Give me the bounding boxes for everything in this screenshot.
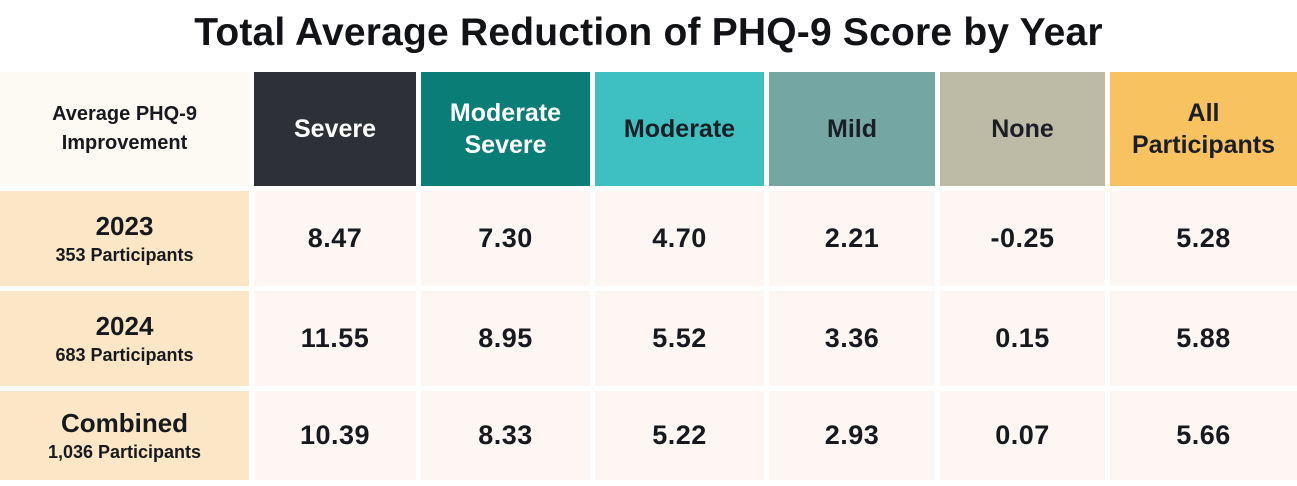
page-title: Total Average Reduction of PHQ-9 Score b… xyxy=(194,11,1103,54)
row-participants: 1,036 Participants xyxy=(47,441,202,462)
phq9-table: Average PHQ-9 Improvement Severe Moderat… xyxy=(0,72,1297,480)
corner-header: Average PHQ-9 Improvement xyxy=(0,72,249,186)
value-2023-mild: 2.21 xyxy=(769,191,935,286)
value-2024-severe: 11.55 xyxy=(254,291,416,386)
column-header-none: None xyxy=(940,72,1105,186)
row-header-2023: 2023 353 Participants xyxy=(0,191,249,286)
corner-header-line1: Average PHQ-9 xyxy=(52,103,197,125)
value-combined-mild: 2.93 xyxy=(769,391,935,480)
value-2023-moderate-severe: 7.30 xyxy=(421,191,590,286)
column-header-all-participants: All Participants xyxy=(1110,72,1297,186)
value-combined-all: 5.66 xyxy=(1110,391,1297,480)
value-2024-moderate: 5.52 xyxy=(595,291,764,386)
value-2024-moderate-severe: 8.95 xyxy=(421,291,590,386)
value-2023-moderate: 4.70 xyxy=(595,191,764,286)
value-combined-moderate-severe: 8.33 xyxy=(421,391,590,480)
row-year: 2023 xyxy=(95,210,154,241)
value-2023-none: -0.25 xyxy=(940,191,1105,286)
row-header-combined: Combined 1,036 Participants xyxy=(0,391,249,480)
row-year: 2024 xyxy=(95,310,154,341)
column-header-severe: Severe xyxy=(254,72,416,186)
value-2024-mild: 3.36 xyxy=(769,291,935,386)
row-year: Combined xyxy=(60,407,189,438)
row-participants: 683 Participants xyxy=(55,344,194,365)
value-2023-severe: 8.47 xyxy=(254,191,416,286)
value-combined-severe: 10.39 xyxy=(254,391,416,480)
corner-header-line2: Improvement xyxy=(61,132,188,154)
row-header-2024: 2024 683 Participants xyxy=(0,291,249,386)
value-combined-moderate: 5.22 xyxy=(595,391,764,480)
value-combined-none: 0.07 xyxy=(940,391,1105,480)
value-2023-all: 5.28 xyxy=(1110,191,1297,286)
column-header-moderate: Moderate xyxy=(595,72,764,186)
value-2024-all: 5.88 xyxy=(1110,291,1297,386)
value-2024-none: 0.15 xyxy=(940,291,1105,386)
row-participants: 353 Participants xyxy=(55,244,194,265)
column-header-mild: Mild xyxy=(769,72,935,186)
column-header-moderate-severe: Moderate Severe xyxy=(421,72,590,186)
